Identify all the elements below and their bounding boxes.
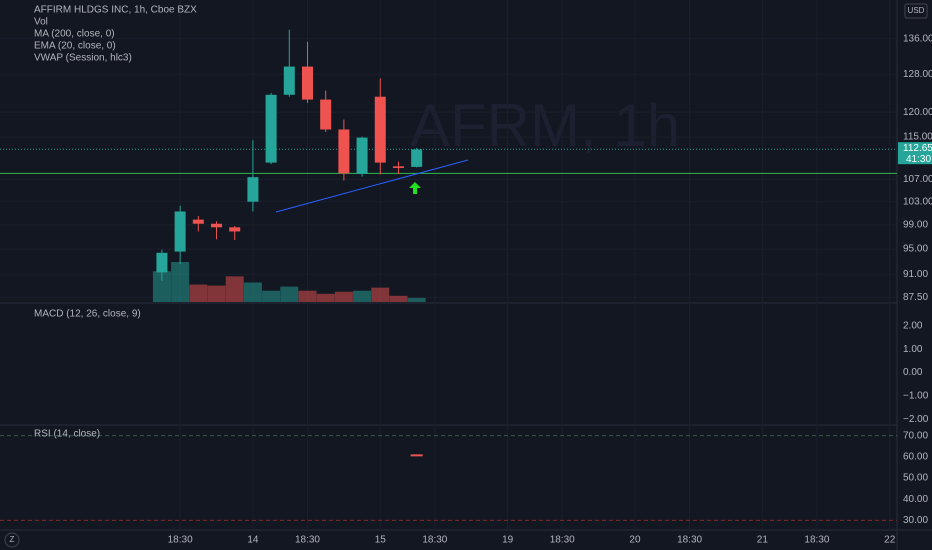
y-tick-label: 2.00 <box>903 320 923 331</box>
legend-item: VWAP (Session, hlc3) <box>34 53 132 64</box>
candle-body <box>211 223 223 228</box>
candle-body <box>174 211 186 252</box>
volume-bar <box>371 287 390 302</box>
y-tick-label: 120.00 <box>903 107 932 118</box>
volume-bar <box>334 291 353 302</box>
candle-body <box>356 137 368 174</box>
volume-bar <box>225 276 244 302</box>
x-tick-label: 18:30 <box>168 535 193 546</box>
y-tick-label: −1.00 <box>903 391 929 402</box>
y-tick-label: 136.00 <box>903 33 932 44</box>
volume-bar <box>389 295 408 302</box>
y-tick-label: 70.00 <box>903 430 928 441</box>
y-tick-label: 91.00 <box>903 269 928 280</box>
volume-bar <box>298 290 317 302</box>
y-tick-label: 99.00 <box>903 220 928 231</box>
x-tick-label: 18:30 <box>677 535 702 546</box>
candle-body <box>320 99 332 130</box>
zoom-icon: Z <box>10 535 15 544</box>
pane-title: RSI (14, close) <box>34 429 100 440</box>
countdown: 41:30 <box>906 154 931 165</box>
x-tick-label: 20 <box>629 535 641 546</box>
candle-body <box>265 94 277 163</box>
volume-bar <box>407 297 426 302</box>
y-tick-label: 103.00 <box>903 196 932 207</box>
legend-item: Vol <box>34 17 48 28</box>
volume-bar <box>207 285 226 302</box>
volume-bar <box>280 286 299 302</box>
legend-item: EMA (20, close, 0) <box>34 41 116 52</box>
y-tick-label: 60.00 <box>903 451 928 462</box>
x-tick-label: 22 <box>884 535 896 546</box>
y-tick-label: 1.00 <box>903 344 923 355</box>
y-tick-label: 40.00 <box>903 494 928 505</box>
candle-body <box>374 96 386 163</box>
x-tick-label: 19 <box>502 535 514 546</box>
candle-body <box>192 219 204 224</box>
volume-bar <box>171 262 190 302</box>
y-tick-label: 95.00 <box>903 244 928 255</box>
candle-body <box>301 66 313 100</box>
chart-title: AFFIRM HLDGS INC, 1h, Cboe BZX <box>34 5 197 16</box>
y-tick-label: 115.00 <box>903 132 932 143</box>
x-tick-label: 18:30 <box>295 535 320 546</box>
x-tick-label: 15 <box>375 535 387 546</box>
volume-bar <box>152 271 171 302</box>
x-tick-label: 21 <box>757 535 769 546</box>
volume-bar <box>353 290 372 302</box>
x-tick-label: 14 <box>247 535 259 546</box>
candle-body <box>392 166 404 168</box>
y-tick-label: 30.00 <box>903 515 928 526</box>
legend-item: MA (200, close, 0) <box>34 29 115 40</box>
last-price-tag <box>898 142 932 165</box>
candle-body <box>247 177 259 202</box>
currency-button[interactable] <box>904 3 928 19</box>
y-tick-label: 0.00 <box>903 367 923 378</box>
pane-title: MACD (12, 26, close, 9) <box>34 309 141 320</box>
volume-bar <box>316 293 335 302</box>
candle-body <box>338 129 350 174</box>
candle-body <box>283 66 295 95</box>
last-price-label: 112.65 <box>903 143 932 154</box>
y-tick-label: 128.00 <box>903 69 932 80</box>
arrow-marker[interactable] <box>409 182 421 194</box>
candle-body <box>229 227 241 232</box>
y-tick-label: 87.50 <box>903 292 928 303</box>
zoom-button[interactable] <box>4 532 20 548</box>
candle-body <box>156 252 168 273</box>
volume-bar <box>243 282 262 302</box>
y-tick-label: 50.00 <box>903 473 928 484</box>
x-tick-label: 18:30 <box>550 535 575 546</box>
y-tick-label: −2.00 <box>903 414 929 425</box>
candle-body <box>411 149 423 167</box>
x-tick-label: 18:30 <box>422 535 447 546</box>
currency: USD <box>908 6 925 15</box>
volume-bar <box>189 284 208 302</box>
volume-bar <box>262 290 281 302</box>
y-tick-label: 107.00 <box>903 174 932 185</box>
x-tick-label: 18:30 <box>804 535 829 546</box>
trend-line[interactable] <box>275 159 469 213</box>
